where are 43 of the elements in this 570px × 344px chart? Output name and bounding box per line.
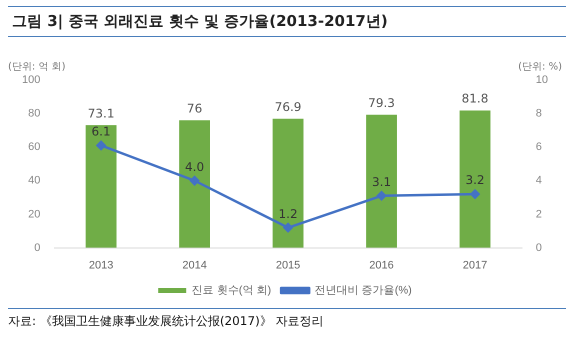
point xyxy=(96,140,106,150)
data-label: 3.1 xyxy=(372,174,392,189)
x-tick-label: 2013 xyxy=(88,259,114,272)
y-tick-label: 0 xyxy=(34,242,40,254)
data-label: 81.8 xyxy=(462,92,488,106)
point xyxy=(376,191,386,201)
y-tick-label: 80 xyxy=(28,108,40,120)
y2-tick-label: 0 xyxy=(536,242,542,254)
y-tick-label: 60 xyxy=(28,141,40,154)
point xyxy=(283,222,293,232)
data-label: 6.1 xyxy=(92,124,111,139)
y-tick-label: 40 xyxy=(28,174,40,187)
bar xyxy=(366,114,397,248)
data-label: 4.0 xyxy=(185,160,204,174)
data-label: 73.1 xyxy=(88,106,114,120)
data-label: 79.3 xyxy=(368,96,395,110)
bar xyxy=(86,125,117,248)
data-label: 76.9 xyxy=(274,100,302,114)
text: 자료: 《我国卫生健康事业发展统计公报(2017)》 자료정리 xyxy=(8,308,566,330)
legend-label: 전년대비 증가율(%) xyxy=(314,284,412,297)
bar xyxy=(460,110,490,248)
chart-title: 그림 3| 중국 외래진료 횟수 및 증가율(2013-2017년) xyxy=(8,6,566,37)
bar xyxy=(179,120,210,248)
data-label: 76 xyxy=(186,101,202,116)
point xyxy=(190,176,200,186)
y-tick-label: 100 xyxy=(22,74,40,86)
x-tick-label: 2016 xyxy=(369,259,394,272)
data-label: 1.2 xyxy=(278,206,298,221)
y2-tick-label: 2 xyxy=(536,208,542,220)
x-tick-label: 2014 xyxy=(182,259,207,272)
bar xyxy=(272,118,304,248)
y2-tick-label: 4 xyxy=(536,174,542,187)
y2-tick-label: 8 xyxy=(536,108,542,120)
y2-axis-title: (단위: %) xyxy=(518,62,562,73)
point xyxy=(470,189,480,199)
y-tick-label: 20 xyxy=(28,208,40,220)
y2-tick-label: 6 xyxy=(536,141,542,154)
y2-tick-label: 10 xyxy=(536,74,548,86)
y-axis-title: (단위: 억 회) xyxy=(8,62,66,73)
x-tick-label: 2015 xyxy=(276,259,300,272)
x-tick-label: 2017 xyxy=(462,259,488,272)
legend-label: 진료 횟수(억 회) xyxy=(192,284,272,297)
data-label: 3.2 xyxy=(465,173,485,188)
